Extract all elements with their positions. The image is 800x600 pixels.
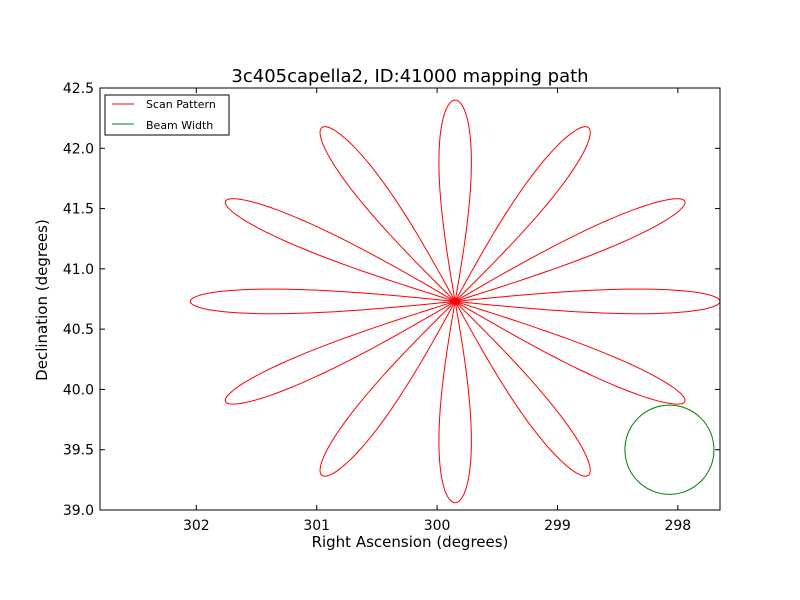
axes-background — [100, 88, 720, 510]
axes-frame — [99, 87, 721, 511]
x-tick-label: 300 — [424, 518, 451, 534]
scan-pattern-line — [189, 99, 721, 504]
plot-area: 302 301 300 299 298 39.0 39.5 40.0 40.5 41.0 41.5… — [63, 81, 721, 534]
y-tick-label: 39.0 — [63, 503, 94, 519]
chart-title: 3c405capella2, ID:41000 mapping path — [231, 66, 588, 87]
y-tick-label: 40.5 — [63, 322, 94, 338]
y-axis-ticks: 39.0 39.5 40.0 40.5 41.0 41.5 42.0 42.5 — [63, 81, 720, 519]
beam-width-circle — [624, 404, 715, 495]
y-tick-label: 42.5 — [63, 81, 94, 97]
series-layer — [189, 99, 721, 504]
y-tick-label: 41.5 — [63, 202, 94, 218]
x-tick-label: 299 — [544, 518, 571, 534]
x-axis-ticks: 302 301 300 299 298 — [183, 88, 691, 534]
legend-entry-scan-pattern: Scan Pattern — [146, 98, 216, 111]
y-tick-label: 39.5 — [63, 443, 94, 459]
y-tick-label: 41.0 — [63, 262, 94, 278]
y-tick-label: 40.0 — [63, 382, 94, 398]
y-tick-label: 42.0 — [63, 141, 94, 157]
x-axis-label: Right Ascension (degrees) — [312, 533, 509, 551]
legend: Scan Pattern Beam Width — [104, 94, 230, 136]
x-tick-label: 301 — [303, 518, 330, 534]
x-tick-label: 302 — [183, 518, 210, 534]
legend-box — [104, 94, 230, 136]
legend-entry-beam-width: Beam Width — [146, 119, 213, 132]
x-tick-label: 298 — [664, 518, 691, 534]
y-axis-label: Declination (degrees) — [33, 219, 51, 381]
